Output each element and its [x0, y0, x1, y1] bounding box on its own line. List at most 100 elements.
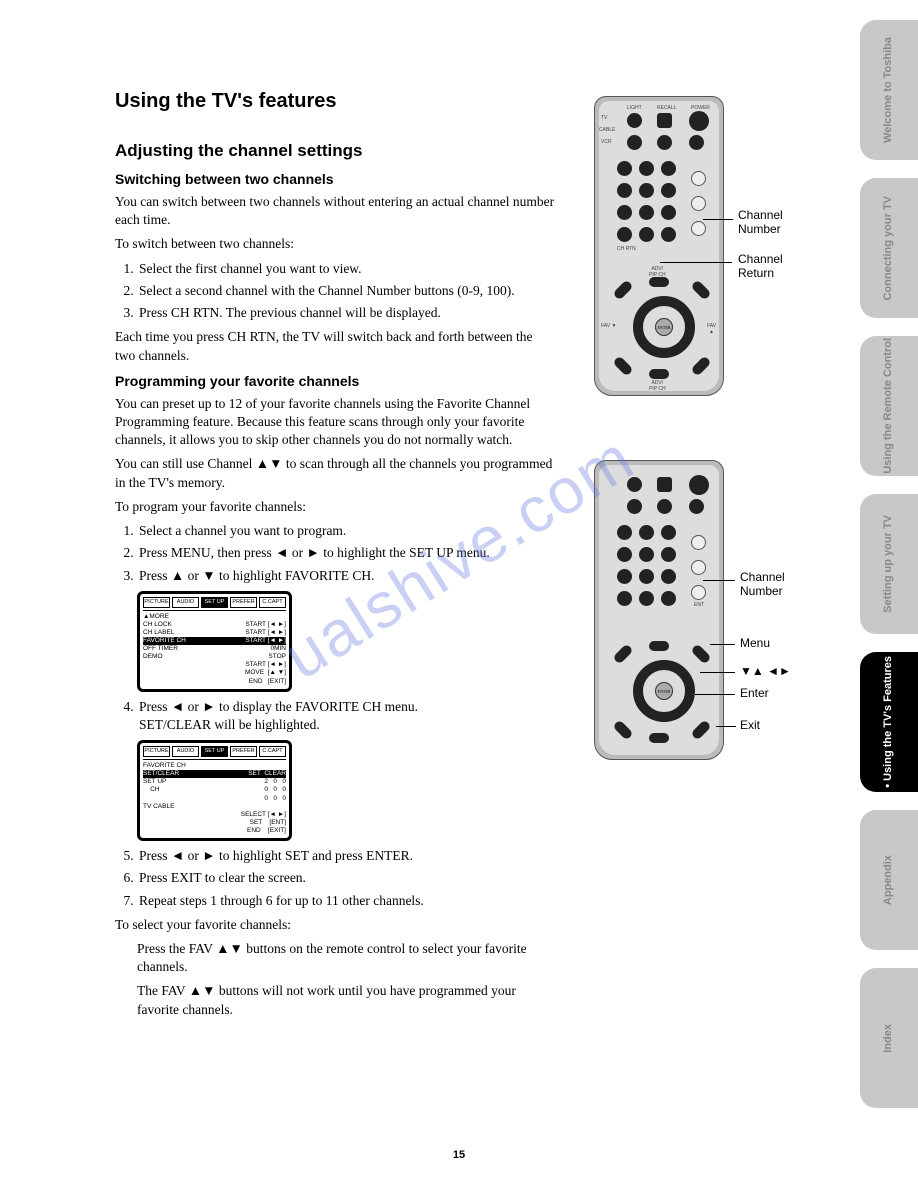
list-item: Press ▲ or ▼ to highlight FAVORITE CH. — [137, 567, 555, 585]
btn-label: CH RTN — [617, 246, 636, 252]
osd-row: DEMOSTOP — [143, 653, 286, 661]
subsection-heading: Programming your favorite channels — [115, 373, 555, 389]
callout-line — [695, 694, 735, 695]
list-item: Press EXIT to clear the screen. — [137, 869, 555, 887]
osd-tab: SET UP — [201, 746, 228, 757]
remote-figure-1: LIGHT RECALL POWER TV CABLE VCR CH RTN A… — [594, 96, 724, 396]
callout-line — [703, 219, 733, 220]
page-number: 15 — [0, 1149, 918, 1161]
side-tabs: Welcome to Toshiba Connecting your TV Usin… — [860, 20, 918, 1108]
osd-row: SET UP2 0 0 — [143, 778, 286, 786]
side-tab[interactable]: Welcome to Toshiba — [860, 20, 918, 160]
callout-channel-number: Channel Number — [740, 570, 785, 598]
list-item: Press MENU, then press ◄ or ► to highlig… — [137, 544, 555, 562]
side-tab-label: Setting up your TV — [882, 515, 896, 613]
step-list: Select a channel you want to program. Pr… — [115, 522, 555, 585]
list-item: Repeat steps 1 through 6 for up to 11 ot… — [137, 892, 555, 910]
side-tab-label: Appendix — [882, 855, 896, 905]
side-tab[interactable]: Setting up your TV — [860, 494, 918, 634]
body-text: Each time you press CH RTN, the TV will … — [115, 328, 555, 364]
callout-line — [716, 726, 736, 727]
section-heading: Adjusting the channel settings — [115, 141, 555, 161]
side-tab-label: Index — [882, 1024, 896, 1053]
body-text: Press the FAV ▲▼ buttons on the remote c… — [115, 940, 555, 976]
osd-tab: PREFER — [230, 746, 257, 757]
osd-tab: PICTURE — [143, 597, 170, 608]
callout-line — [660, 262, 732, 263]
osd-row: END [EXIT] — [143, 827, 286, 835]
btn-label: ADV/ PIP CH — [649, 380, 666, 392]
remote-figure-2: ENT ENTER — [594, 460, 724, 760]
list-item: Select the first channel you want to vie… — [137, 260, 555, 278]
side-tab[interactable]: Using the Remote Control — [860, 336, 918, 476]
list-item: Select a second channel with the Channel… — [137, 282, 555, 300]
callout-menu: Menu — [740, 636, 770, 650]
callout-enter: Enter — [740, 686, 769, 700]
side-tab-label: Using the TV's Features — [882, 656, 896, 788]
btn-label: ENT — [694, 602, 704, 608]
side-tab[interactable]: Using the TV's Features — [860, 652, 918, 792]
btn-label: FAV ▲ — [704, 323, 719, 335]
btn-label: CABLE — [599, 127, 615, 133]
subsection-heading: Switching between two channels — [115, 171, 555, 187]
list-item: Press ◄ or ► to display the FAVORITE CH … — [137, 698, 555, 734]
step-list: Press ◄ or ► to highlight SET and press … — [115, 847, 555, 910]
osd-row: FAVORITE CH — [143, 762, 286, 770]
callout-exit: Exit — [740, 718, 760, 732]
osd-menu-1: PICTUREAUDIOSET UPPREFERC.CAPT ▲MORECH L… — [137, 591, 292, 692]
callout-line — [700, 672, 735, 673]
osd-row: CH LABELSTART [◄ ►] — [143, 629, 286, 637]
btn-label: RECALL — [657, 105, 676, 111]
osd-row: TV CABLE — [143, 803, 286, 811]
step-list: Press ◄ or ► to display the FAVORITE CH … — [115, 698, 555, 734]
btn-label: LIGHT — [627, 105, 642, 111]
list-item: Select a channel you want to program. — [137, 522, 555, 540]
list-item: Press CH RTN. The previous channel will … — [137, 304, 555, 322]
osd-row: 0 0 0 — [143, 795, 286, 803]
osd-row: FAVORITE CHSTART [◄ ►] — [143, 637, 286, 645]
osd-row: MOVE [▲ ▼] — [143, 669, 286, 677]
step-text: SET/CLEAR will be highlighted. — [139, 717, 320, 732]
body-text: You can still use Channel ▲▼ to scan thr… — [115, 455, 555, 491]
callout-channel-number: Channel Number — [738, 208, 783, 236]
callout-arrows: ▼▲ ◄► — [740, 664, 791, 678]
side-tab-label: Connecting your TV — [882, 196, 896, 301]
osd-row: END [EXIT] — [143, 678, 286, 686]
side-tab-label: Welcome to Toshiba — [882, 37, 896, 143]
osd-row: CH0 0 0 — [143, 786, 286, 794]
btn-label: TV — [601, 115, 607, 121]
osd-row: OFF TIMER0MIN — [143, 645, 286, 653]
callout-line — [703, 580, 735, 581]
body-text: You can switch between two channels with… — [115, 193, 555, 229]
osd-tab: SET UP — [201, 597, 228, 608]
enter-label: ENTER — [655, 318, 673, 336]
osd-tab: AUDIO — [172, 597, 199, 608]
osd-tab: C.CAPT — [259, 597, 286, 608]
osd-menu-2: PICTUREAUDIOSET UPPREFERC.CAPT FAVORITE … — [137, 740, 292, 841]
body-text: To switch between two channels: — [115, 235, 555, 253]
body-text: You can preset up to 12 of your favorite… — [115, 395, 555, 450]
btn-label: POWER — [691, 105, 710, 111]
enter-label: ENTER — [655, 682, 673, 700]
body-text: To program your favorite channels: — [115, 498, 555, 516]
osd-row: START [◄ ►] — [143, 661, 286, 669]
side-tab[interactable]: Appendix — [860, 810, 918, 950]
callout-channel-return: Channel Return — [738, 252, 783, 280]
osd-tab: PICTURE — [143, 746, 170, 757]
side-tab[interactable]: Index — [860, 968, 918, 1108]
osd-tab: PREFER — [230, 597, 257, 608]
osd-tab: C.CAPT — [259, 746, 286, 757]
osd-row: SET [ENT] — [143, 819, 286, 827]
side-tab[interactable]: Connecting your TV — [860, 178, 918, 318]
step-list: Select the first channel you want to vie… — [115, 260, 555, 323]
body-text: The FAV ▲▼ buttons will not work until y… — [115, 982, 555, 1018]
list-item: Press ◄ or ► to highlight SET and press … — [137, 847, 555, 865]
side-tab-label: Using the Remote Control — [882, 338, 896, 474]
btn-label: VCR — [601, 139, 612, 145]
callout-line — [710, 644, 735, 645]
body-text: To select your favorite channels: — [115, 916, 555, 934]
osd-row: SET/CLEARSET CLEAR — [143, 770, 286, 778]
osd-tab: AUDIO — [172, 746, 199, 757]
osd-row: SELECT [◄ ►] — [143, 811, 286, 819]
btn-label: FAV ▼ — [601, 323, 616, 329]
